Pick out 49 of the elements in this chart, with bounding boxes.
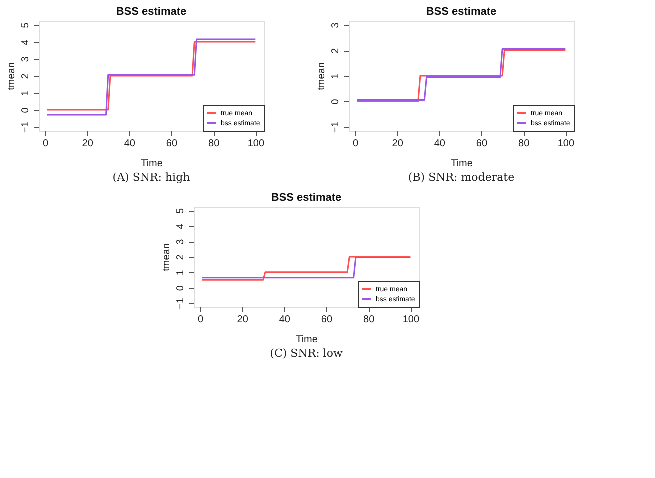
x-axis-title: Time <box>141 158 164 170</box>
y-tick-label: 4 <box>20 39 32 46</box>
x-axis-title: Time <box>451 158 474 170</box>
x-axis-title: Time <box>296 334 318 346</box>
y-tick-label: 0 <box>20 107 32 114</box>
y-tick-label: 2 <box>176 254 186 260</box>
x-tick-label: 100 <box>558 138 575 150</box>
x-tick-label: 0 <box>198 314 204 326</box>
x-tick-label: 0 <box>352 138 359 150</box>
x-tick-label: 40 <box>434 138 446 150</box>
y-tick-label: 5 <box>20 22 32 28</box>
chart-title: BSS estimate <box>426 6 497 18</box>
y-tick-label: 1 <box>330 73 342 80</box>
y-tick-label: 3 <box>176 238 186 245</box>
y-tick-label: −1 <box>176 298 186 310</box>
y-axis-title: tmean <box>316 62 328 90</box>
y-tick-label: 3 <box>20 56 32 62</box>
y-tick-label: 1 <box>20 90 32 96</box>
x-tick-label: 80 <box>518 138 530 150</box>
x-tick-label: 20 <box>392 138 404 150</box>
x-tick-label: 80 <box>364 314 376 326</box>
y-tick-label: 2 <box>20 73 32 80</box>
x-tick-label: 80 <box>208 138 220 150</box>
x-tick-label: 100 <box>402 314 420 326</box>
chart-title: BSS estimate <box>271 192 342 204</box>
x-tick-label: 0 <box>42 138 49 150</box>
y-axis-title: tmean <box>162 244 172 272</box>
x-tick-label: 40 <box>279 314 291 326</box>
y-tick-label: 4 <box>176 223 186 230</box>
x-tick-label: 60 <box>476 138 488 150</box>
y-tick-label: 2 <box>330 48 342 54</box>
y-tick-label: 0 <box>330 98 342 105</box>
x-tick-label: 100 <box>248 138 265 150</box>
x-tick-label: 40 <box>124 138 136 150</box>
y-tick-label: 3 <box>330 22 342 28</box>
y-axis-title: tmean <box>6 62 18 90</box>
y-tick-label: 5 <box>176 208 186 214</box>
text: (A) SNR: high <box>112 171 190 184</box>
x-tick-label: 60 <box>166 138 178 150</box>
x-tick-label: 20 <box>237 314 249 326</box>
y-tick-label: −1 <box>330 121 342 134</box>
chart-title: BSS estimate <box>116 6 187 18</box>
x-tick-label: 20 <box>82 138 94 150</box>
text: (B) SNR: moderate <box>408 171 515 184</box>
x-tick-label: 60 <box>321 314 333 326</box>
y-tick-label: 1 <box>176 270 186 276</box>
y-tick-label: −1 <box>20 121 32 134</box>
text: (C) SNR: low <box>270 347 344 360</box>
y-tick-label: 0 <box>176 285 186 292</box>
